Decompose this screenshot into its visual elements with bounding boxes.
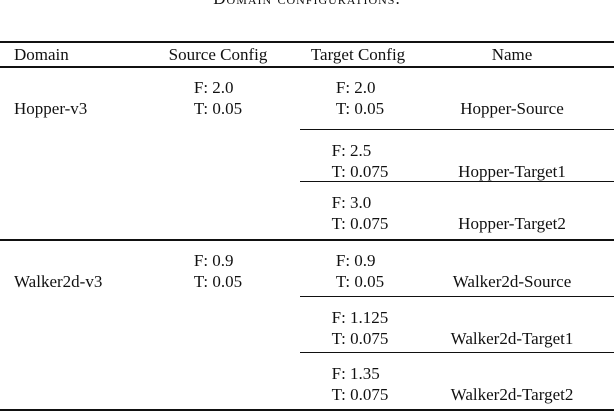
header-rule bbox=[0, 66, 614, 68]
target-config-cell: F: 2.0 T: 0.05 bbox=[336, 77, 384, 119]
target-t-value: T: 0.075 bbox=[331, 214, 389, 233]
target-t-value: T: 0.05 bbox=[335, 99, 385, 118]
group-rule bbox=[0, 239, 614, 241]
header-domain: Domain bbox=[14, 45, 69, 64]
header-name: Name bbox=[491, 45, 533, 64]
target-config-cell: F: 3.0 T: 0.075 bbox=[332, 192, 389, 234]
target-f-value: F: 3.0 bbox=[331, 193, 372, 212]
target-f-value: F: 0.9 bbox=[335, 251, 376, 270]
source-f-value: F: 0.9 bbox=[193, 251, 234, 270]
source-t-value: T: 0.05 bbox=[193, 99, 243, 118]
table-caption: Domain configurations. bbox=[0, 0, 614, 9]
name-cell: Hopper-Target1 bbox=[458, 162, 566, 181]
target-config-cell: F: 1.125 T: 0.075 bbox=[332, 307, 389, 349]
target-f-value: F: 1.125 bbox=[331, 308, 389, 327]
target-f-value: F: 2.0 bbox=[335, 78, 376, 97]
row-cline bbox=[300, 296, 614, 297]
target-f-value: F: 2.5 bbox=[331, 141, 372, 160]
target-t-value: T: 0.075 bbox=[331, 162, 389, 181]
name-cell: Hopper-Target2 bbox=[458, 214, 566, 233]
top-rule bbox=[0, 41, 614, 43]
target-t-value: T: 0.075 bbox=[331, 385, 389, 404]
target-f-value: F: 1.35 bbox=[331, 364, 380, 383]
name-cell: Walker2d-Target1 bbox=[450, 329, 574, 348]
name-cell: Walker2d-Target2 bbox=[450, 385, 574, 404]
domain-cell: Hopper-v3 bbox=[14, 99, 88, 118]
source-config-cell: F: 2.0 T: 0.05 bbox=[194, 77, 242, 119]
source-config-cell: F: 0.9 T: 0.05 bbox=[194, 250, 242, 292]
row-cline bbox=[300, 129, 614, 130]
source-f-value: F: 2.0 bbox=[193, 78, 234, 97]
source-t-value: T: 0.05 bbox=[193, 272, 243, 291]
name-cell: Hopper-Source bbox=[460, 99, 564, 118]
target-config-cell: F: 2.5 T: 0.075 bbox=[332, 140, 389, 182]
row-cline bbox=[300, 352, 614, 353]
target-t-value: T: 0.05 bbox=[335, 272, 385, 291]
target-config-cell: F: 0.9 T: 0.05 bbox=[336, 250, 384, 292]
bottom-rule bbox=[0, 409, 614, 411]
header-source-config: Source Config bbox=[168, 45, 268, 64]
row-cline bbox=[300, 181, 614, 182]
target-config-cell: F: 1.35 T: 0.075 bbox=[332, 363, 389, 405]
header-target-config: Target Config bbox=[310, 45, 406, 64]
target-t-value: T: 0.075 bbox=[331, 329, 389, 348]
domain-cell: Walker2d-v3 bbox=[14, 272, 103, 291]
name-cell: Walker2d-Source bbox=[452, 272, 572, 291]
